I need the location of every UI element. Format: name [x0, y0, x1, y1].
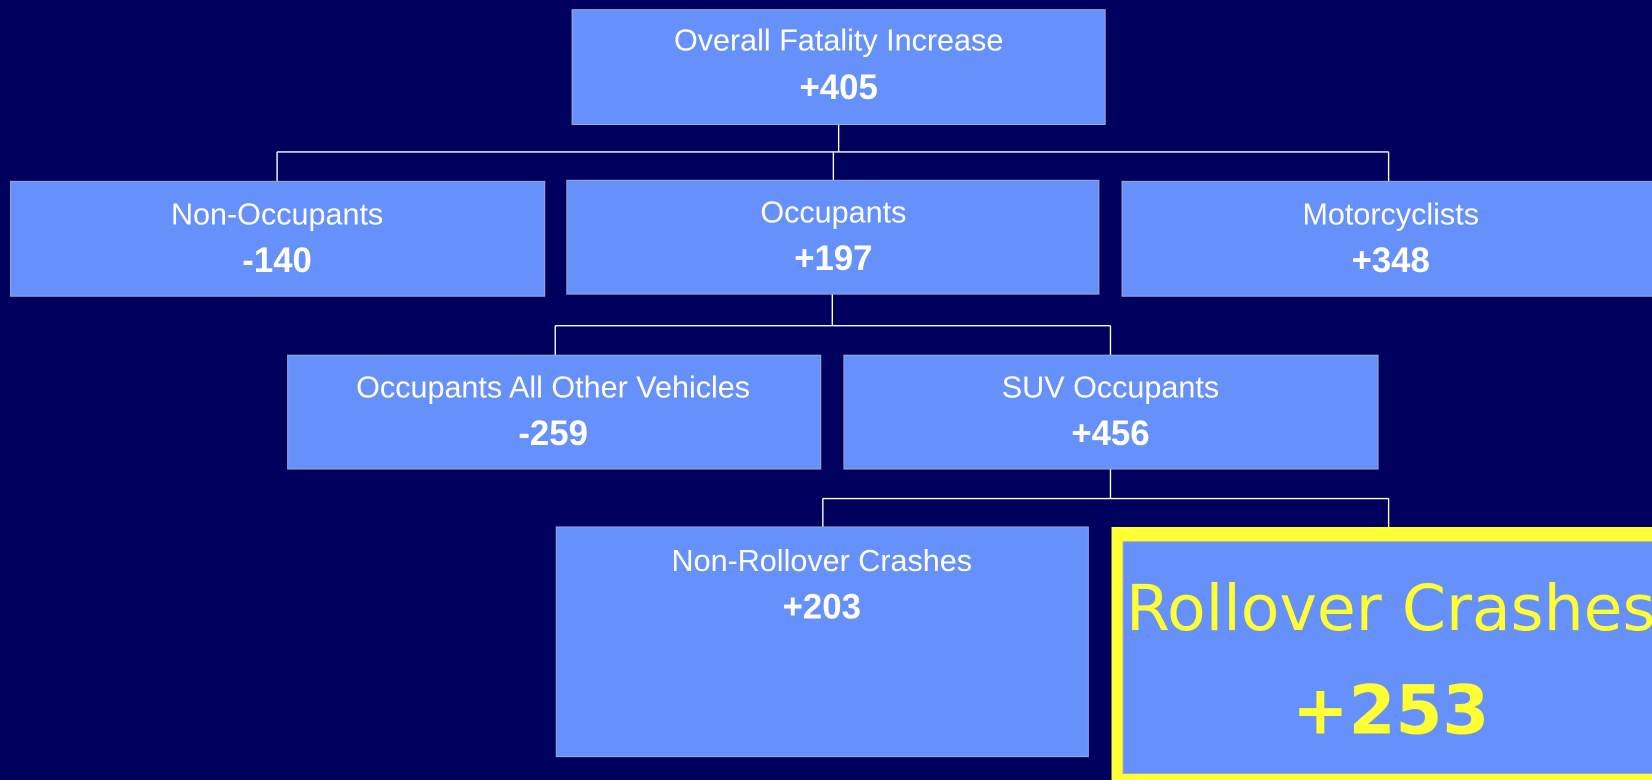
node-box: [1121, 180, 1652, 297]
node-label: Motorcyclists: [1302, 198, 1479, 232]
node-value: +197: [794, 240, 872, 278]
node-box: [10, 180, 546, 297]
node-value: +253: [1292, 670, 1489, 749]
node-value: +348: [1352, 242, 1430, 280]
node-box: [287, 354, 822, 470]
node-box: [566, 179, 1100, 295]
node-box: [555, 526, 1089, 758]
node-value: -140: [242, 242, 312, 280]
node-value: +203: [783, 589, 861, 627]
node-label: Rollover Crashes: [1126, 571, 1652, 645]
node-value: -259: [518, 415, 588, 453]
node-box: [1122, 541, 1652, 775]
node-label: SUV Occupants: [1002, 370, 1219, 404]
node-box: [843, 354, 1379, 470]
connector: [554, 294, 1112, 356]
node-label: Non-Rollover Crashes: [672, 544, 973, 578]
node-value: +456: [1071, 415, 1149, 453]
node-label: Non-Occupants: [171, 198, 383, 232]
node-box: [571, 9, 1106, 126]
node-label: Occupants: [760, 195, 906, 229]
connector: [822, 469, 1390, 527]
node-label: Occupants All Other Vehicles: [356, 370, 750, 404]
node-value: +405: [800, 69, 878, 107]
node-label: Overall Fatality Increase: [674, 24, 1003, 58]
connector: [276, 124, 1390, 182]
